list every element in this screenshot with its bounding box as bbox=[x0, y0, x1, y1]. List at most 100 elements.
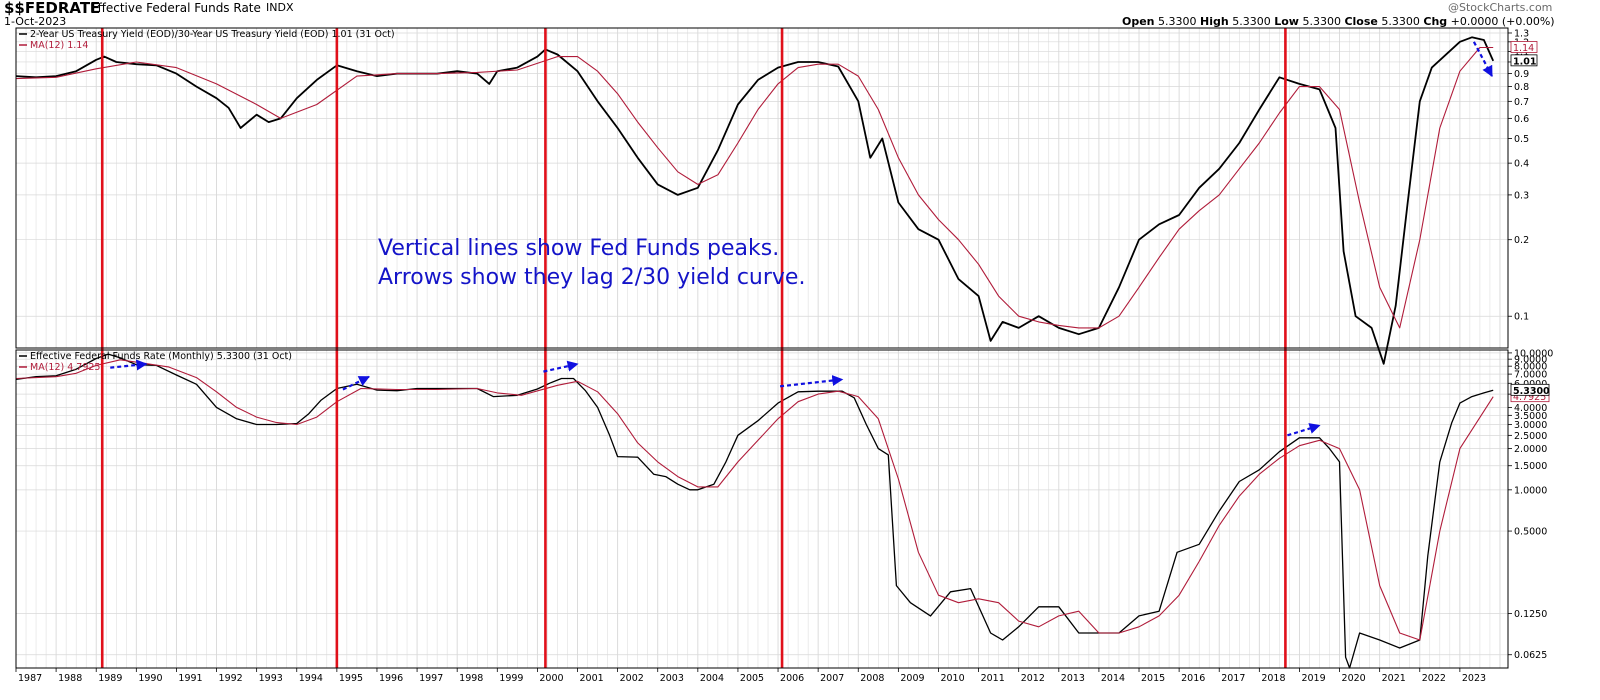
symbol-name: Effective Federal Funds Rate bbox=[90, 1, 261, 15]
exchange-label: INDX bbox=[266, 1, 294, 14]
chg-label: Chg bbox=[1423, 15, 1448, 28]
high-label: High bbox=[1200, 15, 1229, 28]
x-tick-label: 1997 bbox=[419, 673, 443, 684]
top-ma-value-box: 1.14 bbox=[1510, 41, 1538, 54]
x-tick-label: 2019 bbox=[1301, 673, 1325, 684]
low-label: Low bbox=[1274, 15, 1299, 28]
top-ytick-label: 1.3 bbox=[1514, 28, 1529, 39]
low-value: 5.3300 bbox=[1302, 15, 1341, 28]
top-last-value-bg bbox=[1510, 54, 1538, 67]
top-ytick-label: 0.8 bbox=[1514, 82, 1529, 93]
top-ytick-label: 0.9 bbox=[1514, 69, 1529, 80]
bottom-ytick-label: 10.0000 bbox=[1514, 348, 1553, 359]
bottom-lag-arrow bbox=[779, 375, 844, 388]
bottom-ytick-label: 7.0000 bbox=[1514, 370, 1547, 381]
open-value: 5.3300 bbox=[1158, 15, 1197, 28]
bottom-ma-value-label: 4.7925 bbox=[1513, 392, 1546, 403]
bottom-series-ma bbox=[15, 359, 1494, 641]
top-ytick-label: 0.1 bbox=[1514, 312, 1529, 323]
series-layer bbox=[15, 36, 1495, 669]
x-tick-label: 1993 bbox=[259, 673, 283, 684]
bottom-ytick-label: 4.0000 bbox=[1514, 403, 1547, 414]
x-tick-label: 2011 bbox=[981, 673, 1005, 684]
x-tick-label: 2002 bbox=[620, 673, 644, 684]
x-tick-label: 2020 bbox=[1342, 673, 1366, 684]
x-tick-label: 1995 bbox=[339, 673, 363, 684]
x-tick-label: 2007 bbox=[820, 673, 844, 684]
annotation-line-1: Vertical lines show Fed Funds peaks. bbox=[378, 236, 779, 261]
top-ma-value-label: 1.14 bbox=[1513, 43, 1534, 54]
bottom-ytick-label: 1.5000 bbox=[1514, 461, 1547, 472]
bottom-ytick-label: 3.5000 bbox=[1514, 411, 1547, 422]
bottom-ytick-label: 2.0000 bbox=[1514, 444, 1547, 455]
x-tick-label: 1999 bbox=[499, 673, 523, 684]
chart-header: $$FEDRATE Effective Federal Funds Rate I… bbox=[0, 0, 1600, 28]
top-ma-value-bg bbox=[1510, 41, 1538, 53]
x-tick-label: 2013 bbox=[1061, 673, 1085, 684]
legends: 2-Year US Treasury Yield (EOD)/30-Year U… bbox=[19, 29, 395, 373]
bottom-last-value-box: 5.3300 bbox=[1510, 383, 1550, 397]
top-panel-frame bbox=[15, 27, 1509, 349]
x-tick-label: 2008 bbox=[860, 673, 884, 684]
bottom-series-price bbox=[15, 353, 1494, 669]
x-tick-label: 2017 bbox=[1221, 673, 1245, 684]
x-tick-label: 2016 bbox=[1181, 673, 1205, 684]
bottom-ytick-label: 2.5000 bbox=[1514, 431, 1547, 442]
top-ytick-label: 0.6 bbox=[1514, 114, 1529, 125]
high-value: 5.3300 bbox=[1232, 15, 1271, 28]
grid bbox=[15, 28, 1508, 668]
x-tick-label: 2003 bbox=[660, 673, 684, 684]
bottom-ytick-label: 1.0000 bbox=[1514, 485, 1547, 496]
top-legend-entry: MA(12) 1.14 bbox=[30, 40, 88, 51]
axes: 1.31.21.11.00.90.80.70.60.50.40.30.20.11… bbox=[15, 28, 1553, 684]
annotation-line-2: Arrows show they lag 2/30 yield curve. bbox=[378, 265, 805, 290]
close-label: Close bbox=[1344, 15, 1378, 28]
x-tick-label: 1992 bbox=[219, 673, 243, 684]
x-tick-label: 2015 bbox=[1141, 673, 1165, 684]
x-tick-label: 2014 bbox=[1101, 673, 1125, 684]
bottom-lag-arrow bbox=[543, 360, 579, 373]
x-tick-label: 2006 bbox=[780, 673, 804, 684]
x-tick-label: 1989 bbox=[98, 673, 122, 684]
x-tick-label: 2012 bbox=[1021, 673, 1045, 684]
x-tick-label: 2000 bbox=[539, 673, 563, 684]
open-label: Open bbox=[1122, 15, 1155, 28]
bottom-ytick-label: 0.5000 bbox=[1514, 527, 1547, 538]
bottom-last-value-bg bbox=[1510, 383, 1550, 396]
symbol-title: $$FEDRATE bbox=[4, 0, 101, 17]
top-ytick-label: 0.3 bbox=[1514, 190, 1529, 201]
x-tick-label: 2001 bbox=[580, 673, 604, 684]
ohlc-readout: Open 5.3300 High 5.3300 Low 5.3300 Close… bbox=[1122, 15, 1555, 28]
bottom-ytick-label: 3.0000 bbox=[1514, 420, 1547, 431]
bottom-legend-entry: Effective Federal Funds Rate (Monthly) 5… bbox=[30, 351, 292, 362]
x-tick-label: 2010 bbox=[940, 673, 964, 684]
top-last-value-label: 1.01 bbox=[1513, 56, 1536, 67]
panel-frames bbox=[15, 27, 1509, 669]
watermark: @StockCharts.com bbox=[1448, 1, 1553, 14]
lag-arrows bbox=[110, 41, 1493, 437]
x-tick-label: 2005 bbox=[740, 673, 764, 684]
bottom-lag-arrow bbox=[110, 359, 148, 371]
top-ytick-label: 0.2 bbox=[1514, 235, 1529, 246]
x-tick-label: 1994 bbox=[299, 673, 323, 684]
top-series-ma bbox=[15, 46, 1494, 329]
x-tick-label: 1991 bbox=[178, 673, 202, 684]
bottom-legend-entry: MA(12) 4.7925 bbox=[30, 362, 100, 373]
annotation-text: Vertical lines show Fed Funds peaks. Arr… bbox=[378, 236, 805, 290]
x-tick-label: 1988 bbox=[58, 673, 82, 684]
bottom-ytick-label: 8.0000 bbox=[1514, 362, 1547, 373]
x-tick-label: 1987 bbox=[18, 673, 42, 684]
x-tick-label: 1996 bbox=[379, 673, 403, 684]
bottom-ytick-label: 0.1250 bbox=[1514, 609, 1547, 620]
x-tick-label: 1990 bbox=[138, 673, 162, 684]
top-series-price bbox=[15, 36, 1495, 365]
close-value: 5.3300 bbox=[1381, 15, 1420, 28]
bottom-last-value-label: 5.3300 bbox=[1513, 386, 1550, 397]
top-last-value-box: 1.01 bbox=[1510, 54, 1538, 67]
chg-value: +0.0000 (+0.00%) bbox=[1450, 15, 1555, 28]
x-tick-label: 2021 bbox=[1382, 673, 1406, 684]
bottom-lag-arrow bbox=[1287, 423, 1321, 437]
bottom-lag-arrow bbox=[342, 375, 370, 391]
top-ytick-label: 0.5 bbox=[1514, 134, 1529, 145]
